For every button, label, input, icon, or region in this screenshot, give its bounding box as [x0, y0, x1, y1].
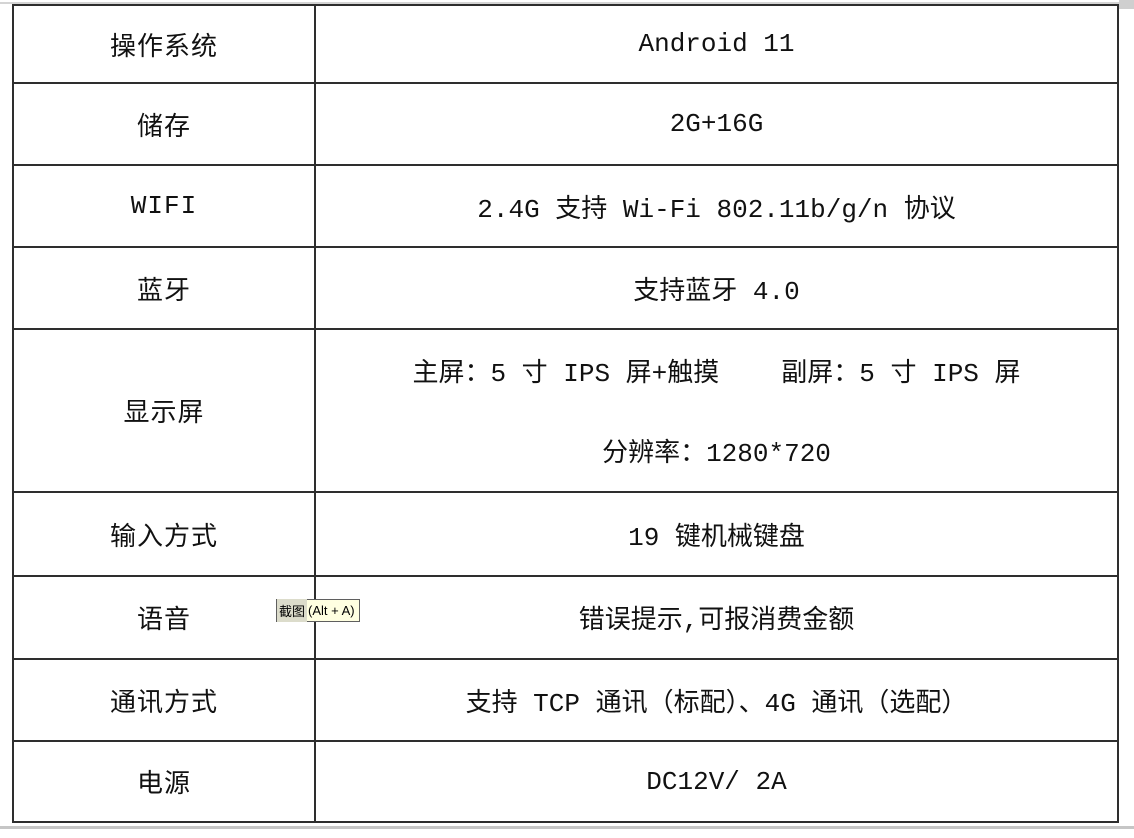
spec-label-os: 操作系统: [14, 6, 316, 82]
spec-label-display: 显示屏: [14, 330, 316, 491]
table-row: 显示屏 主屏：5 寸 IPS 屏+触摸 副屏：5 寸 IPS 屏 分辨率：128…: [14, 330, 1117, 493]
display-secondary-screen: 副屏：5 寸 IPS 屏: [781, 358, 1021, 389]
spec-label-comm: 通讯方式: [14, 660, 316, 740]
spec-label-storage: 储存: [14, 84, 316, 164]
screenshot-tooltip-action: 截图: [277, 599, 308, 622]
spec-value-comm: 支持 TCP 通讯（标配）、4G 通讯（选配）: [465, 688, 968, 719]
spec-value-power: DC12V/ 2A: [646, 766, 787, 797]
screenshot-tooltip-shortcut: (Alt + A): [308, 603, 355, 618]
table-row: 电源 DC12V/ 2A: [14, 742, 1117, 821]
spec-label-voice: 语音: [14, 577, 316, 658]
table-row: WIFI 2.4G 支持 Wi-Fi 802.11b/g/n 协议: [14, 166, 1117, 248]
spec-label-bluetooth: 蓝牙: [14, 248, 316, 328]
screenshot-tooltip: 截图 (Alt + A): [276, 599, 360, 622]
spec-value-wifi: 2.4G 支持 Wi-Fi 802.11b/g/n 协议: [477, 194, 956, 225]
display-screens-line: 主屏：5 寸 IPS 屏+触摸 副屏：5 寸 IPS 屏: [316, 352, 1117, 389]
page-bottom-edge: [0, 826, 1134, 829]
spec-value-bluetooth: 支持蓝牙 4.0: [633, 276, 800, 307]
page-top-edge: [0, 2, 1134, 4]
table-row: 语音 错误提示,可报消费金额: [14, 577, 1117, 660]
spec-value-storage: 2G+16G: [669, 109, 764, 139]
table-row: 操作系统 Android 11: [14, 6, 1117, 84]
table-row: 储存 2G+16G: [14, 84, 1117, 166]
table-row: 蓝牙 支持蓝牙 4.0: [14, 248, 1117, 330]
spec-label-input: 输入方式: [14, 493, 316, 575]
page-corner-gray: [1119, 0, 1134, 9]
spec-value-input: 19 键机械键盘: [628, 522, 805, 553]
spec-table: 操作系统 Android 11 储存 2G+16G WIFI 2.4G 支持 W…: [12, 4, 1119, 823]
display-main-screen: 主屏：5 寸 IPS 屏+触摸: [412, 358, 720, 389]
table-row: 通讯方式 支持 TCP 通讯（标配）、4G 通讯（选配）: [14, 660, 1117, 742]
spec-value-os: Android 11: [638, 29, 795, 59]
spec-value-display: 主屏：5 寸 IPS 屏+触摸 副屏：5 寸 IPS 屏 分辨率：1280*72…: [316, 330, 1117, 491]
display-resolution: 分辨率：1280*720: [602, 439, 831, 470]
spec-value-voice: 错误提示,可报消费金额: [578, 606, 855, 636]
spec-label-power: 电源: [14, 742, 316, 821]
table-row: 输入方式 19 键机械键盘: [14, 493, 1117, 577]
spec-label-wifi: WIFI: [14, 166, 316, 246]
